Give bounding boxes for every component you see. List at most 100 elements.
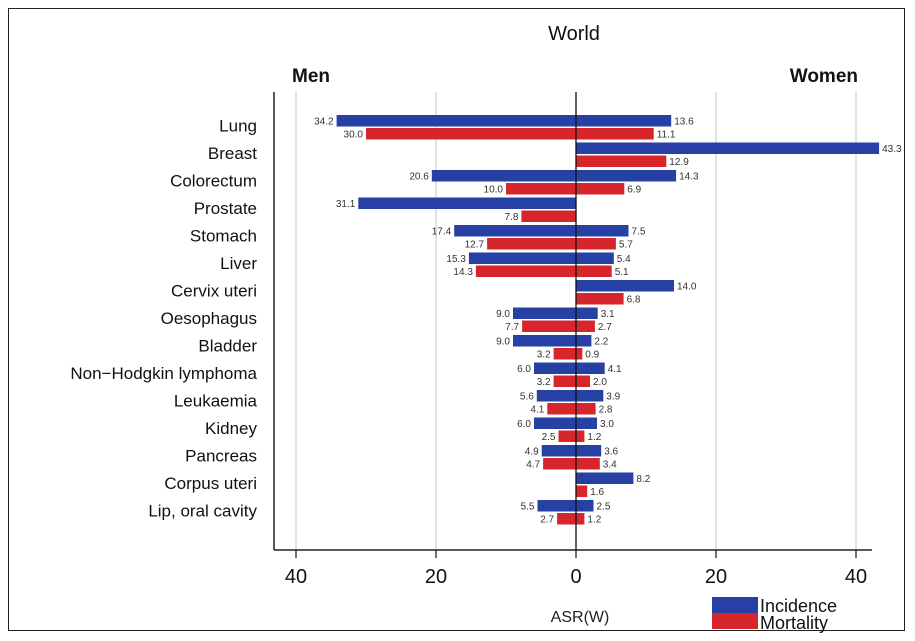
data-label: 5.5 xyxy=(521,502,535,513)
category-label: Cervix uteri xyxy=(171,282,257,301)
category-label: Lip, oral cavity xyxy=(148,502,257,521)
grid-lines xyxy=(295,92,857,550)
legend-label-mortality: Mortality xyxy=(760,613,828,633)
data-label: 4.1 xyxy=(530,405,544,416)
category-label: Corpus uteri xyxy=(164,474,257,493)
category-label: Liver xyxy=(220,254,257,273)
value-labels: 34.2 30.0 13.6 11.1 43.3 12.9 20.6 10.0 14.3 6.9 3… xyxy=(314,117,902,526)
data-label: 14.3 xyxy=(453,267,473,278)
incidence-women-bar xyxy=(576,500,594,512)
data-label: 7.8 xyxy=(504,212,518,223)
data-label: 7.7 xyxy=(505,322,519,333)
incidence-women-bar xyxy=(576,142,880,154)
mortality-women-bar xyxy=(576,293,624,305)
data-label: 2.7 xyxy=(598,322,612,333)
mortality-men-bar xyxy=(487,238,576,250)
legend-swatch-incidence xyxy=(712,597,758,613)
data-label: 1.2 xyxy=(587,432,601,443)
mortality-men-bar xyxy=(553,375,576,387)
incidence-women-bar xyxy=(576,280,674,292)
data-label: 4.7 xyxy=(526,460,540,471)
incidence-men-bar xyxy=(537,500,576,512)
category-label: Pancreas xyxy=(185,447,257,466)
incidence-men-bar xyxy=(536,390,576,402)
mortality-women-bar xyxy=(576,265,612,277)
data-label: 2.0 xyxy=(593,377,607,388)
men-heading: Men xyxy=(292,66,330,87)
mortality-women-bar xyxy=(576,513,585,525)
incidence-men-bar xyxy=(431,170,576,182)
incidence-men-bar xyxy=(358,197,576,209)
mortality-men-bar xyxy=(521,210,576,222)
data-label: 8.2 xyxy=(636,474,650,485)
mortality-women-bar xyxy=(576,155,667,167)
mortality-men-bar xyxy=(558,430,576,442)
data-label: 43.3 xyxy=(882,144,902,155)
incidence-women-bar xyxy=(576,362,605,374)
data-label: 3.9 xyxy=(606,392,620,403)
incidence-men-bar xyxy=(513,307,576,319)
category-label: Breast xyxy=(208,144,257,163)
data-label: 13.6 xyxy=(674,117,694,128)
mortality-women-bar xyxy=(576,128,654,140)
mortality-women-bar xyxy=(576,430,585,442)
category-label: Kidney xyxy=(205,419,257,438)
x-tick-label: 20 xyxy=(705,566,727,588)
incidence-women-bar xyxy=(576,472,634,484)
data-label: 2.5 xyxy=(597,502,611,513)
mortality-women-bar xyxy=(576,375,590,387)
data-label: 17.4 xyxy=(432,227,452,238)
data-label: 1.2 xyxy=(587,515,601,526)
data-label: 20.6 xyxy=(409,172,429,183)
data-label: 3.0 xyxy=(600,419,614,430)
x-tick-label: 40 xyxy=(285,566,307,588)
category-label: Colorectum xyxy=(170,172,257,191)
mortality-men-bar xyxy=(553,348,576,360)
data-label: 3.6 xyxy=(604,447,618,458)
incidence-men-bar xyxy=(541,445,576,457)
mortality-men-bar xyxy=(543,458,576,470)
category-label: Stomach xyxy=(190,227,257,246)
mortality-men-bar xyxy=(522,320,576,332)
data-label: 5.4 xyxy=(617,254,631,265)
incidence-women-bar xyxy=(576,417,597,429)
category-label: Non−Hodgkin lymphoma xyxy=(70,364,257,383)
x-ticks: 40 20 0 20 40 xyxy=(285,550,867,588)
category-labels: Lung Breast Colorectum Prostate Stomach Liver… xyxy=(70,117,257,521)
x-tick-label: 0 xyxy=(570,566,581,588)
mortality-women-bar xyxy=(576,238,616,250)
incidence-men-bar xyxy=(534,417,576,429)
incidence-men-bar xyxy=(513,335,576,347)
data-label: 14.0 xyxy=(677,282,697,293)
data-label: 12.9 xyxy=(669,157,689,168)
incidence-women-bar xyxy=(576,170,677,182)
data-label: 6.8 xyxy=(627,295,641,306)
data-label: 6.0 xyxy=(517,364,531,375)
category-label: Leukaemia xyxy=(174,392,258,411)
data-label: 30.0 xyxy=(344,130,364,141)
data-label: 3.2 xyxy=(537,377,551,388)
x-tick-label: 40 xyxy=(845,566,867,588)
category-label: Bladder xyxy=(198,337,257,356)
incidence-women-bar xyxy=(576,307,598,319)
data-label: 4.1 xyxy=(608,364,622,375)
legend: Incidence Mortality xyxy=(712,596,837,633)
mortality-men-bar xyxy=(547,403,576,415)
data-label: 3.1 xyxy=(601,309,615,320)
incidence-men-bar xyxy=(336,115,576,127)
bars xyxy=(336,115,880,525)
data-label: 10.0 xyxy=(484,185,504,196)
incidence-women-bar xyxy=(576,445,602,457)
data-label: 0.9 xyxy=(585,350,599,361)
data-label: 5.7 xyxy=(619,240,633,251)
data-label: 4.9 xyxy=(525,447,539,458)
data-label: 11.1 xyxy=(657,130,676,141)
women-heading: Women xyxy=(790,66,858,87)
data-label: 2.7 xyxy=(540,515,554,526)
data-label: 15.3 xyxy=(446,254,466,265)
mortality-women-bar xyxy=(576,458,600,470)
category-label: Oesophagus xyxy=(161,309,257,328)
data-label: 5.6 xyxy=(520,392,534,403)
data-label: 2.2 xyxy=(594,337,608,348)
